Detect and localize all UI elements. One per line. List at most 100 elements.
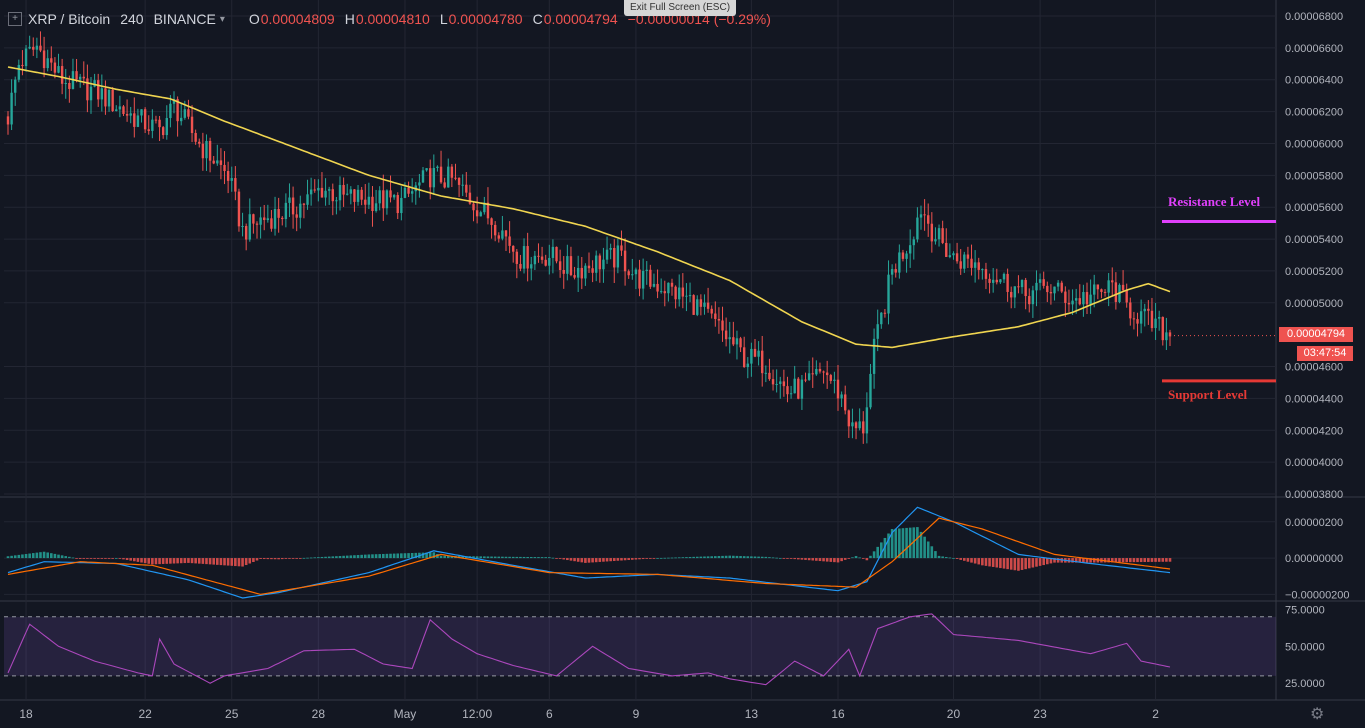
macd-histogram-bar <box>706 556 710 559</box>
expand-icon[interactable]: + <box>8 12 22 26</box>
macd-histogram-bar <box>262 558 266 560</box>
macd-histogram-bar <box>1132 558 1136 563</box>
candle <box>512 245 515 263</box>
candle <box>291 186 295 229</box>
candle <box>497 232 500 243</box>
candle <box>645 261 648 285</box>
macd-histogram-bar <box>670 557 674 559</box>
candle <box>97 73 100 107</box>
macd-histogram-bar <box>295 558 298 559</box>
macd-histogram-bar <box>638 558 641 560</box>
candle <box>858 408 861 431</box>
candle <box>508 221 511 254</box>
macd-histogram-bar <box>566 558 569 561</box>
macd-histogram-bar <box>555 558 558 559</box>
candle <box>230 166 233 192</box>
candle <box>519 254 522 272</box>
macd-histogram-bar <box>511 556 515 559</box>
macd-histogram-bar <box>598 558 602 562</box>
candle <box>255 221 259 239</box>
macd-histogram-bar <box>789 558 793 559</box>
macd-histogram-bar <box>35 552 39 559</box>
candle <box>353 188 356 212</box>
macd-histogram-bar <box>659 557 663 559</box>
candle <box>35 37 39 59</box>
macd-histogram-bar <box>746 556 750 559</box>
macd-histogram-bar <box>551 557 555 559</box>
macd-histogram-bar <box>461 556 464 559</box>
candle <box>306 179 309 210</box>
macd-histogram-bar <box>194 558 197 564</box>
candle <box>450 164 454 188</box>
exchange: BINANCE <box>153 11 216 27</box>
candle <box>1168 329 1172 346</box>
exit-fullscreen-button[interactable]: Exit Full Screen (ESC) <box>624 0 737 16</box>
candle <box>728 321 731 354</box>
macd-histogram-bar <box>1107 558 1110 563</box>
candle <box>324 178 327 206</box>
candle <box>64 68 67 99</box>
symbol-name[interactable]: XRP / Bitcoin <box>28 11 111 27</box>
candle <box>761 335 764 387</box>
candle <box>659 278 663 294</box>
macd-histogram-bar <box>912 527 916 559</box>
candle <box>486 187 490 225</box>
candle <box>721 306 724 342</box>
macd-histogram-bar <box>804 558 807 560</box>
candle <box>1082 284 1085 317</box>
candle <box>244 223 248 251</box>
macd-histogram-bar <box>125 558 129 560</box>
candle <box>569 246 573 277</box>
macd-histogram-bar <box>421 552 425 559</box>
macd-histogram-bar <box>926 541 930 559</box>
candle <box>133 97 136 138</box>
macd-histogram-bar <box>104 558 107 559</box>
macd-histogram-bar <box>93 558 96 559</box>
price-tick-label: 0.00004200 <box>1285 425 1343 437</box>
candle <box>681 273 685 309</box>
macd-histogram-bar <box>880 542 883 559</box>
candle <box>685 283 688 312</box>
macd-histogram-bar <box>50 553 53 559</box>
candle <box>504 230 508 252</box>
macd-histogram-bar <box>937 555 941 559</box>
candle <box>443 177 446 189</box>
gear-icon[interactable]: ⚙ <box>1310 706 1325 723</box>
candle <box>378 186 381 211</box>
macd-histogram-bar <box>57 554 60 559</box>
macd-histogram-bar <box>111 558 114 559</box>
macd-histogram-bar <box>1129 558 1132 563</box>
interval[interactable]: 240 <box>120 11 144 27</box>
candle <box>21 50 24 76</box>
macd-histogram-bar <box>901 528 905 559</box>
candle <box>742 336 746 368</box>
support-label: Support Level <box>1168 387 1248 402</box>
candle <box>425 168 428 172</box>
candle <box>775 369 778 393</box>
candle <box>248 198 251 242</box>
candle <box>825 360 829 389</box>
macd-histogram-bar <box>865 558 869 561</box>
macd-histogram-bar <box>854 556 858 559</box>
macd-histogram-bar <box>771 557 775 559</box>
chevron-down-icon[interactable]: ▾ <box>219 13 225 25</box>
macd-histogram-bar <box>1024 558 1027 570</box>
macd-histogram-bar <box>118 558 122 559</box>
macd-histogram-bar <box>306 557 309 559</box>
macd-histogram-bar <box>367 554 371 559</box>
candle <box>327 186 331 205</box>
macd-histogram-bar <box>270 558 273 560</box>
macd-histogram-bar <box>190 558 194 564</box>
candle <box>999 279 1002 284</box>
macd-histogram-bar <box>1082 558 1085 563</box>
candle <box>692 294 695 315</box>
price-tick-label: 0.00004600 <box>1285 362 1343 374</box>
candle <box>1139 299 1143 334</box>
macd-histogram-bar <box>6 556 10 559</box>
candle <box>793 365 796 394</box>
candle <box>447 158 450 188</box>
candle <box>551 239 555 274</box>
candle <box>472 201 475 222</box>
candle <box>111 87 114 112</box>
